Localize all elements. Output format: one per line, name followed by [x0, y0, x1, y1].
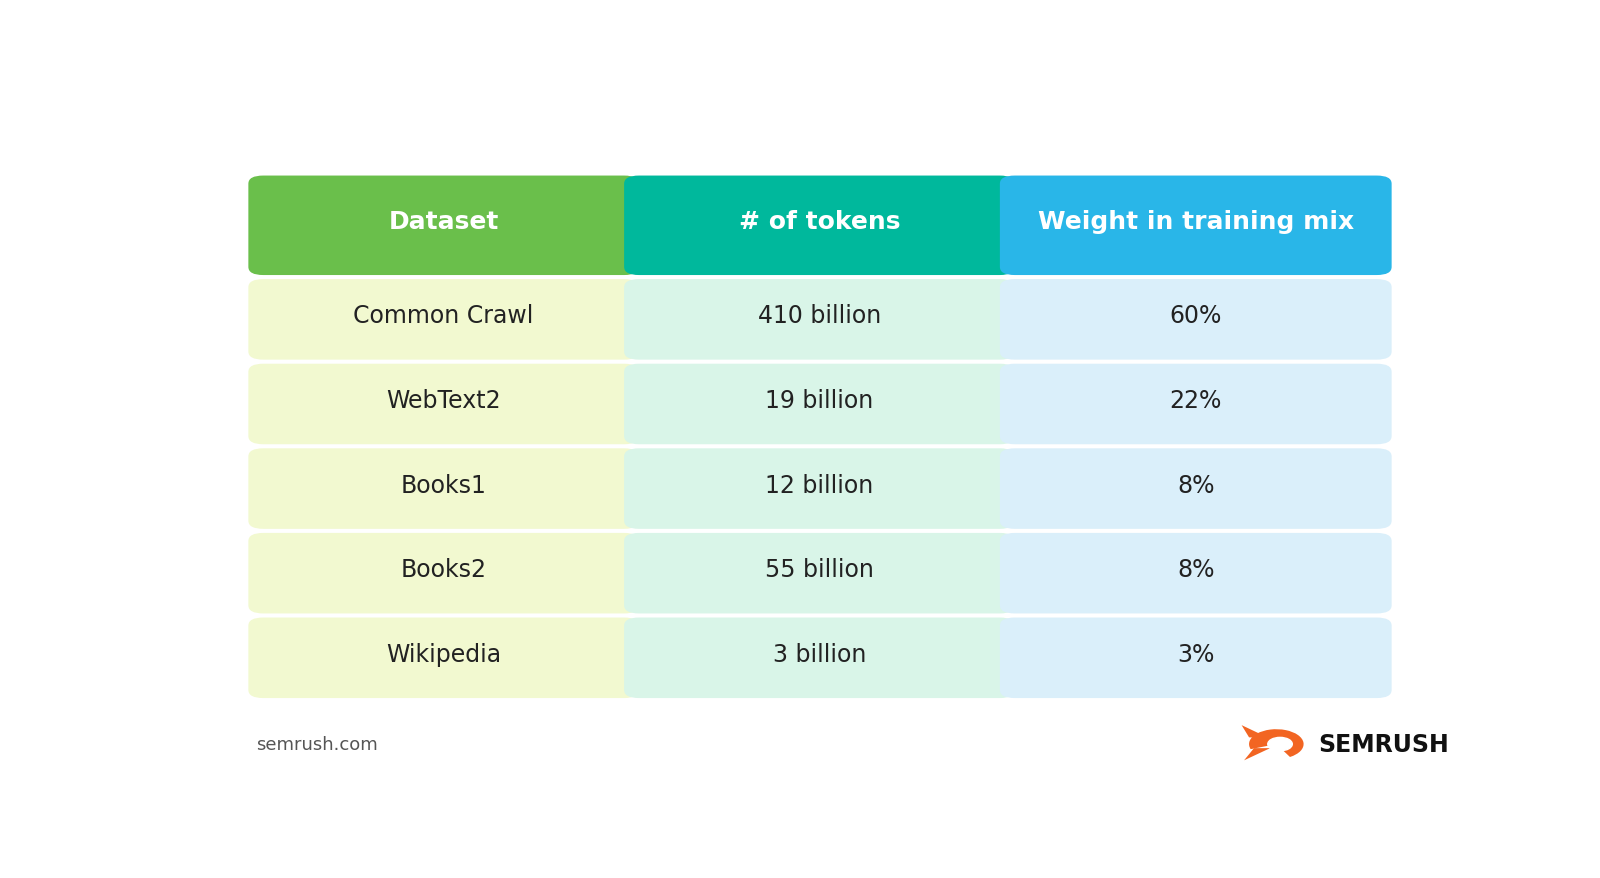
- Wedge shape: [1250, 730, 1304, 757]
- FancyBboxPatch shape: [624, 176, 1014, 276]
- FancyBboxPatch shape: [624, 364, 1014, 445]
- Text: 410 billion: 410 billion: [758, 304, 882, 328]
- FancyBboxPatch shape: [1000, 618, 1392, 698]
- Text: Dataset: Dataset: [389, 210, 499, 234]
- FancyBboxPatch shape: [1000, 449, 1392, 529]
- FancyBboxPatch shape: [248, 449, 638, 529]
- FancyBboxPatch shape: [248, 364, 638, 445]
- FancyBboxPatch shape: [1000, 364, 1392, 445]
- Text: 55 billion: 55 billion: [765, 558, 874, 581]
- FancyBboxPatch shape: [248, 280, 638, 360]
- FancyBboxPatch shape: [624, 280, 1014, 360]
- Text: WebText2: WebText2: [386, 388, 501, 413]
- Circle shape: [1267, 738, 1293, 751]
- Polygon shape: [1245, 748, 1270, 760]
- FancyBboxPatch shape: [248, 618, 638, 698]
- Text: semrush.com: semrush.com: [256, 735, 378, 753]
- Text: Books2: Books2: [400, 558, 486, 581]
- FancyBboxPatch shape: [1000, 533, 1392, 614]
- Text: 12 billion: 12 billion: [765, 473, 874, 497]
- FancyBboxPatch shape: [248, 176, 638, 276]
- FancyBboxPatch shape: [248, 533, 638, 614]
- Text: # of tokens: # of tokens: [739, 210, 901, 234]
- Text: 3%: 3%: [1178, 642, 1214, 666]
- FancyBboxPatch shape: [624, 449, 1014, 529]
- FancyBboxPatch shape: [1000, 176, 1392, 276]
- Text: Weight in training mix: Weight in training mix: [1038, 210, 1354, 234]
- Text: 3 billion: 3 billion: [773, 642, 866, 666]
- FancyBboxPatch shape: [624, 533, 1014, 614]
- Text: 8%: 8%: [1178, 558, 1214, 581]
- FancyBboxPatch shape: [1000, 280, 1392, 360]
- Text: 60%: 60%: [1170, 304, 1222, 328]
- Text: SEMRUSH: SEMRUSH: [1318, 732, 1450, 756]
- Polygon shape: [1242, 725, 1270, 738]
- Text: Common Crawl: Common Crawl: [354, 304, 534, 328]
- Text: 19 billion: 19 billion: [765, 388, 874, 413]
- Text: Books1: Books1: [400, 473, 486, 497]
- Text: 8%: 8%: [1178, 473, 1214, 497]
- Text: Wikipedia: Wikipedia: [386, 642, 501, 666]
- FancyBboxPatch shape: [624, 618, 1014, 698]
- Text: 22%: 22%: [1170, 388, 1222, 413]
